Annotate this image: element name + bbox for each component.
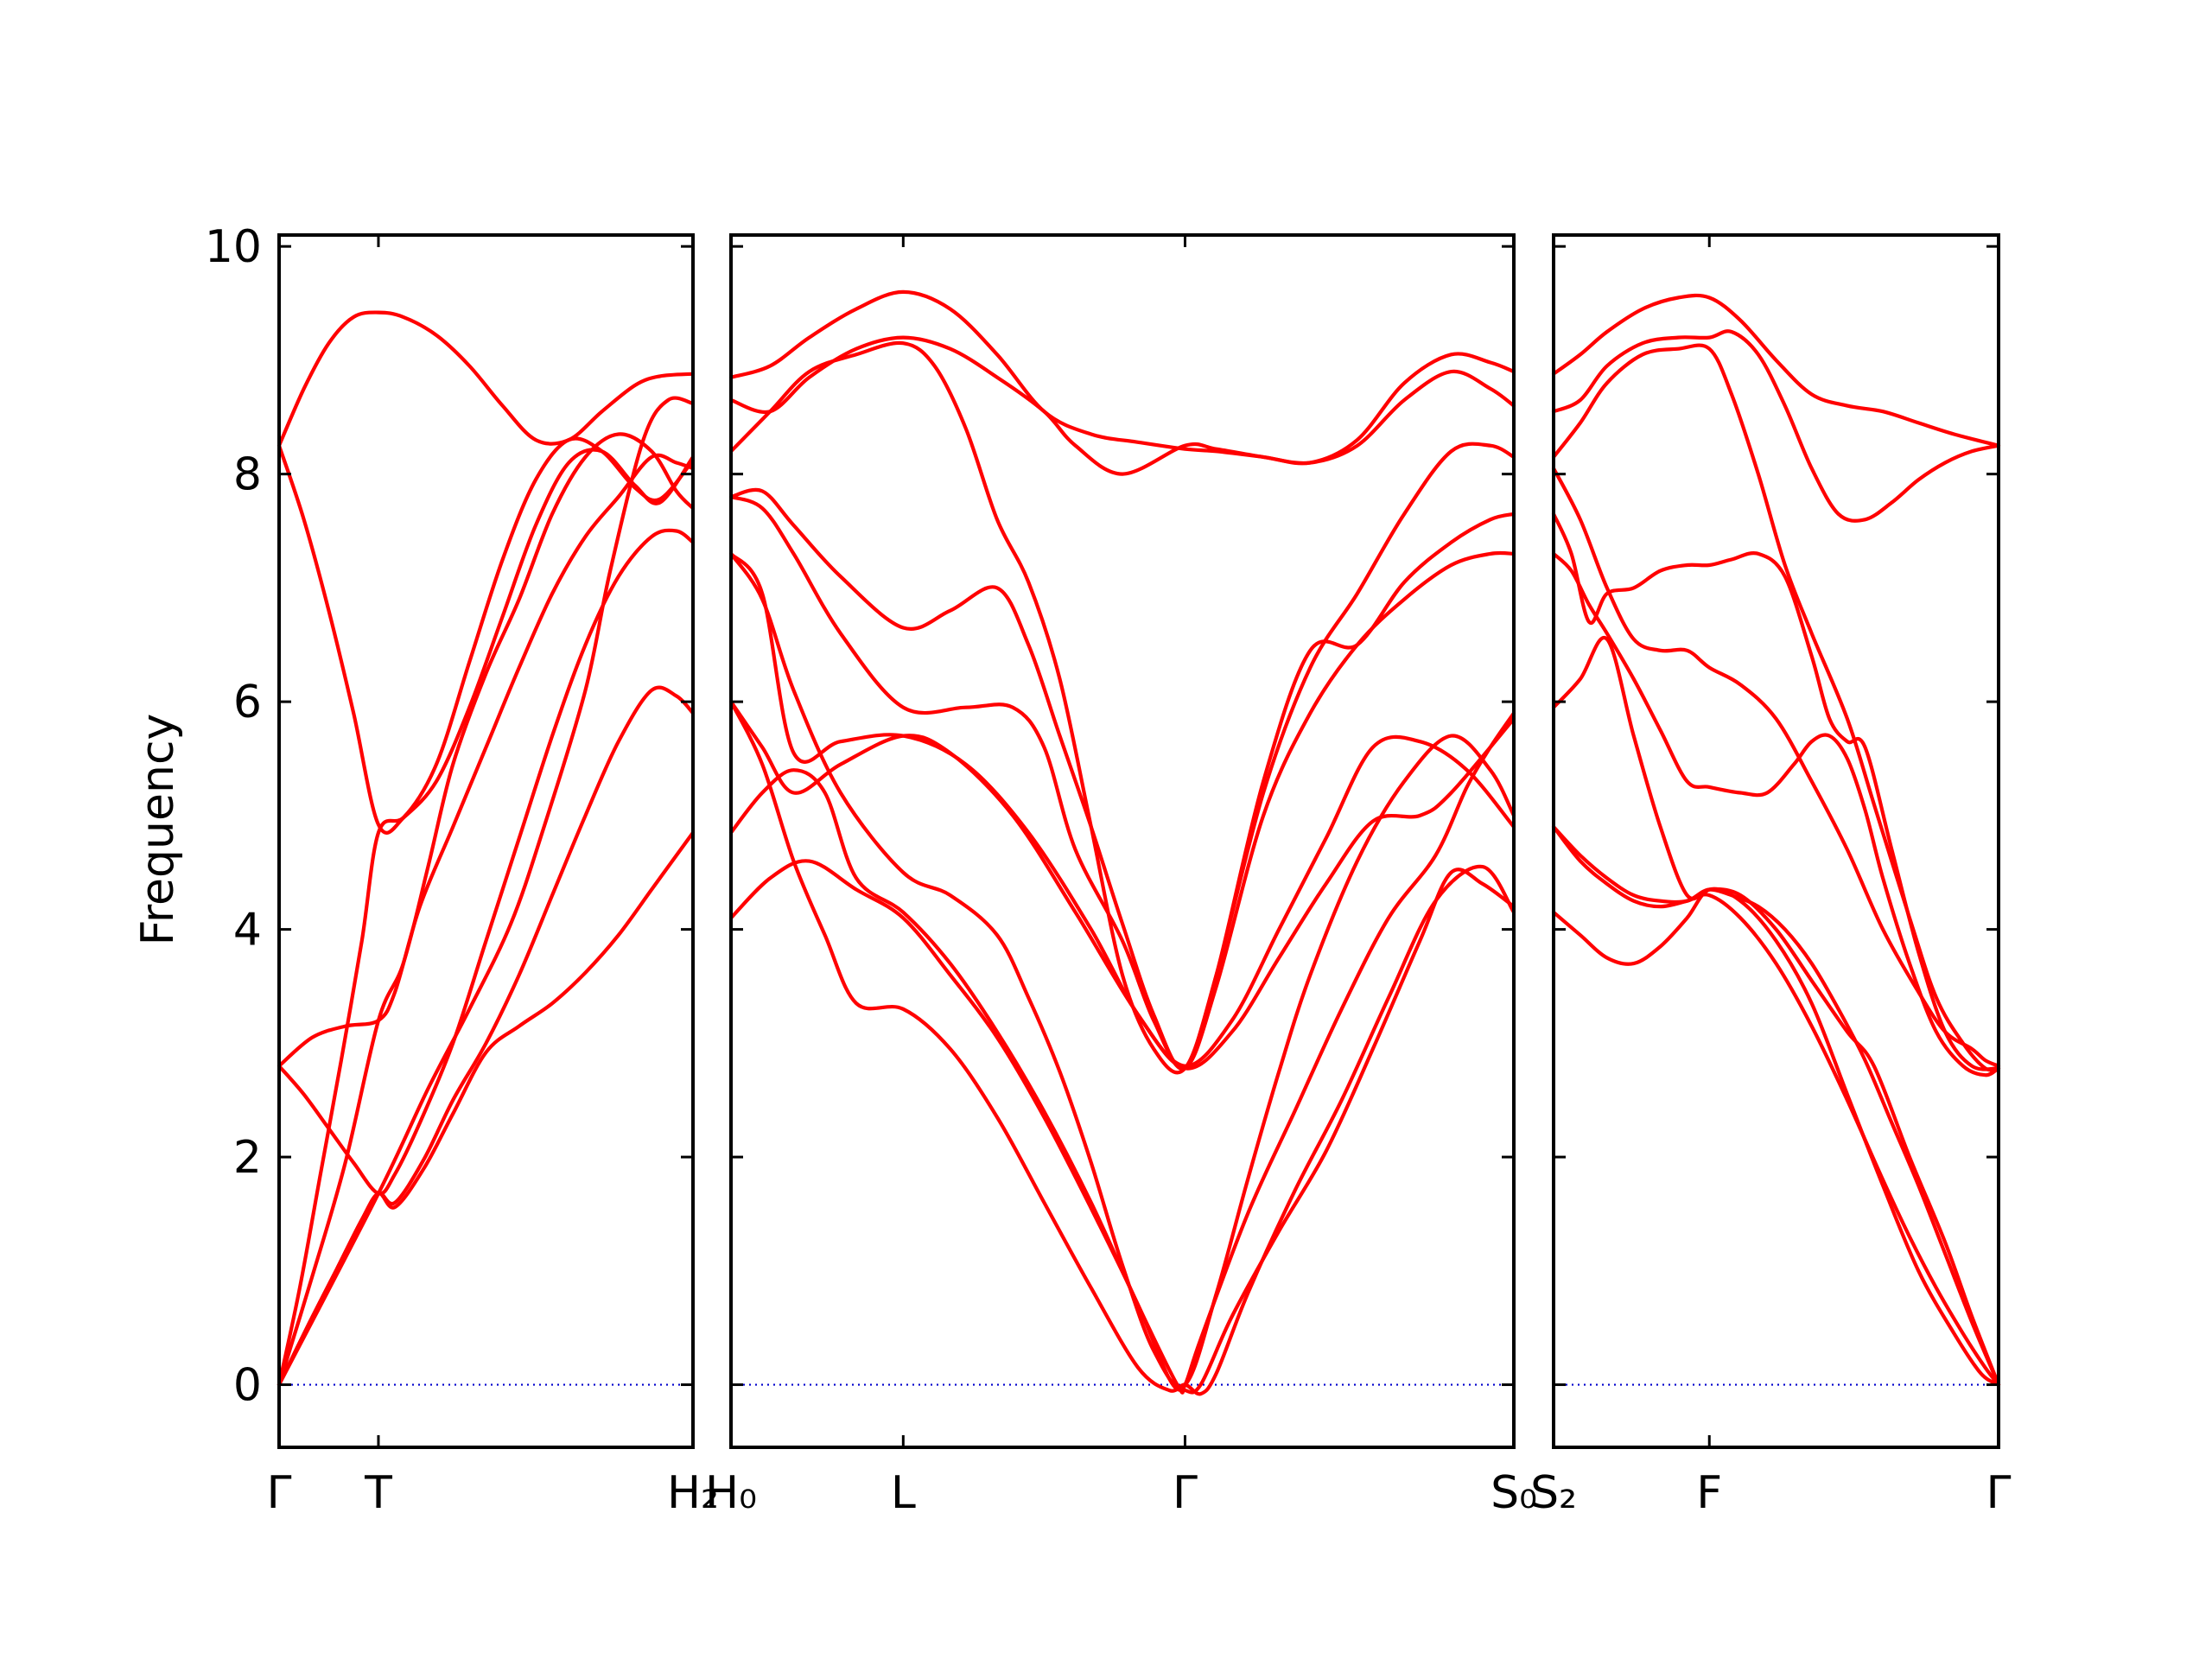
band-line [276, 685, 696, 1387]
y-tick-label: 0 [233, 1360, 262, 1412]
panel-frame [277, 233, 695, 1449]
panel-frame [729, 233, 1516, 1449]
band-line [276, 396, 696, 1387]
panel-1: Γ T H₂ [267, 233, 719, 1519]
y-axis-label: Frequency [132, 714, 184, 946]
band-line [728, 700, 1516, 1071]
band-line [728, 551, 1516, 1389]
panel-3: S₂ F Γ [1530, 233, 2012, 1519]
band-line [276, 830, 696, 1387]
band-line [1551, 824, 2001, 1387]
band-line [728, 289, 1516, 466]
band-line [276, 310, 696, 448]
band-line [1551, 329, 2001, 523]
x-tick-label: T [364, 1467, 392, 1519]
band-line [276, 432, 696, 1387]
x-tick-label: S₂ [1530, 1467, 1577, 1519]
band-line [1551, 512, 2001, 1071]
band-line [1551, 343, 2001, 1072]
x-tick-label: Γ [267, 1467, 292, 1519]
y-tick-label: 8 [233, 449, 262, 501]
y-tick-label: 10 [205, 221, 262, 273]
band-line [276, 528, 696, 1196]
y-tick-label: 4 [233, 905, 262, 957]
x-tick-label: Γ [1173, 1467, 1198, 1519]
band-line [1551, 887, 2001, 1387]
x-tick-label: F [1696, 1467, 1722, 1519]
band-line [1551, 293, 2001, 448]
band-line [728, 340, 1516, 1075]
band-line [1551, 635, 2001, 1387]
y-tick-label: 6 [233, 677, 262, 728]
band-line [1551, 467, 2001, 1068]
band-line [728, 700, 1516, 1396]
x-tick-label: H₂ [667, 1467, 719, 1519]
band-line [728, 711, 1516, 1395]
band-line [728, 335, 1516, 476]
band-line [728, 494, 1516, 1071]
y-tick-label: 2 [233, 1132, 262, 1184]
x-tick-label: Γ [1986, 1467, 2012, 1519]
panel-2: H₀ L Γ S₀ [705, 233, 1537, 1519]
band-line [1551, 824, 2001, 1387]
x-tick-label: H₀ [705, 1467, 757, 1519]
band-line [1551, 551, 2001, 1077]
panel-frame [1552, 233, 2000, 1449]
band-line [276, 436, 696, 835]
x-tick-label: L [891, 1467, 916, 1519]
x-tick-label: S₀ [1491, 1467, 1537, 1519]
